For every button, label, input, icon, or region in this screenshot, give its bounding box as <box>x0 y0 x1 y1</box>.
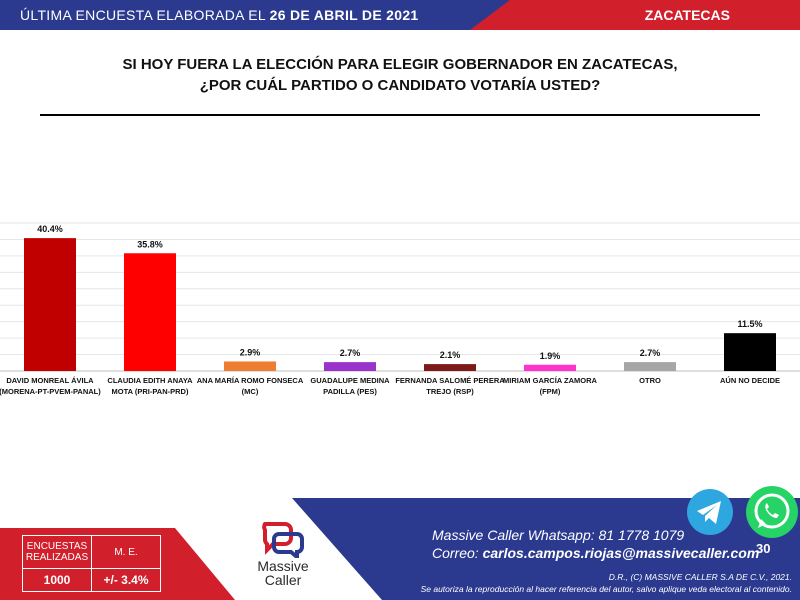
category-label: MIRIAM GARCÍA ZAMORA <box>503 376 597 385</box>
category-label: (MC) <box>242 387 259 396</box>
category-label: DAVID MONREAL ÁVILA <box>6 376 94 385</box>
whatsapp-contact: Massive Caller Whatsapp: 81 1778 1079 <box>432 527 684 543</box>
whatsapp-label: Massive Caller Whatsapp: <box>432 527 595 543</box>
whatsapp-number: 81 1778 1079 <box>598 527 685 543</box>
data-label: 2.1% <box>440 350 461 360</box>
category-label: MOTA (PRI-PAN-PRD) <box>112 387 189 396</box>
category-label: PADILLA (PES) <box>323 387 377 396</box>
category-label: TREJO (RSP) <box>426 387 474 396</box>
survey-date: 26 DE ABRIL DE 2021 <box>269 7 419 23</box>
bar <box>324 362 376 371</box>
brand-name-line-1: Massive <box>257 558 309 574</box>
whatsapp-icon[interactable] <box>744 484 800 540</box>
bar <box>424 364 476 371</box>
margin-value: +/- 3.4% <box>91 568 161 592</box>
question-line-1: SI HOY FUERA LA ELECCIÓN PARA ELEGIR GOB… <box>122 56 678 73</box>
surveys-value: 1000 <box>22 568 92 592</box>
massive-caller-logo-icon <box>262 522 304 558</box>
question-line-2: ¿POR CUÁL PARTIDO O CANDIDATO VOTARÍA US… <box>199 77 601 94</box>
category-label: GUADALUPE MEDINA <box>310 376 390 385</box>
category-label: AÚN NO DECIDE <box>720 376 780 385</box>
data-label: 2.7% <box>340 348 361 358</box>
bar <box>24 238 76 371</box>
brand-name-line-2: Caller <box>264 572 302 588</box>
header-red-band <box>470 0 800 30</box>
category-label: FERNANDA SALOMÉ PERERA <box>395 376 505 385</box>
surveys-header: ENCUESTAS REALIZADAS <box>22 535 92 569</box>
data-label: 2.9% <box>240 347 261 357</box>
email-address: carlos.campos.riojas@massivecaller.com <box>482 545 760 561</box>
copyright-text: D.R., (C) MASSIVE CALLER S.A DE C.V., 20… <box>608 572 792 582</box>
massive-caller-logo: Massive Caller <box>248 520 318 598</box>
surveys-header-line-2: REALIZADAS <box>25 552 89 563</box>
category-label: CLAUDIA EDITH ANAYA <box>107 376 193 385</box>
data-label: 1.9% <box>540 351 561 361</box>
category-label: ANA MARÍA ROMO FONSECA <box>197 376 304 385</box>
email-contact: Correo: carlos.campos.riojas@massivecall… <box>432 545 759 561</box>
bar <box>624 362 676 371</box>
bar <box>124 253 176 371</box>
reproduction-notice: Se autoriza la reproducción al hacer ref… <box>420 584 792 594</box>
category-label: OTRO <box>639 376 661 385</box>
survey-stats-table: ENCUESTAS REALIZADAS M. E. 1000 +/- 3.4% <box>22 535 161 592</box>
data-label: 40.4% <box>37 224 63 234</box>
email-label: Correo: <box>432 545 479 561</box>
surveys-header-line-1: ENCUESTAS <box>26 541 88 552</box>
survey-date-prefix: ÚLTIMA ENCUESTA ELABORADA EL <box>20 7 266 23</box>
margin-header: M. E. <box>91 535 161 569</box>
vote-intention-bar-chart: 40.4% DAVID MONREAL ÁVILA (MORENA-PT-PVEM-… <box>0 222 800 396</box>
data-label: 2.7% <box>640 348 661 358</box>
category-label: (MORENA-PT-PVEM-PANAL) <box>0 387 101 396</box>
survey-date-label: ÚLTIMA ENCUESTA ELABORADA EL 26 DE ABRIL… <box>20 7 419 23</box>
data-label: 11.5% <box>737 319 762 329</box>
data-label: 35.8% <box>137 239 163 249</box>
page-number: 30 <box>756 541 771 556</box>
category-label: (FPM) <box>540 387 561 396</box>
title-divider <box>40 114 760 116</box>
bar <box>224 361 276 371</box>
telegram-icon[interactable] <box>686 488 734 536</box>
state-name: ZACATECAS <box>644 7 730 23</box>
bar <box>724 333 776 371</box>
bar <box>524 364 576 371</box>
